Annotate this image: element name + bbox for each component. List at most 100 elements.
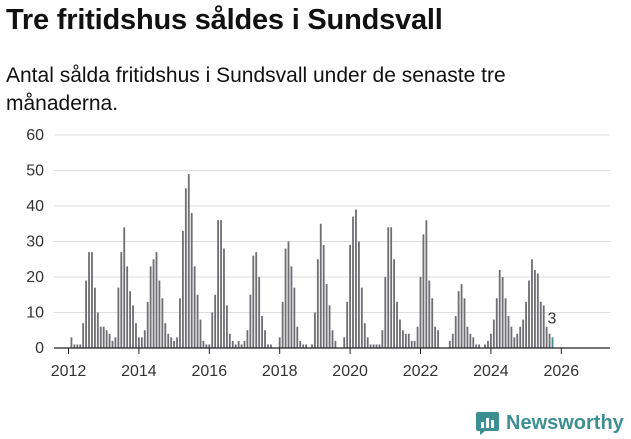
- bar: [519, 326, 522, 348]
- bar: [311, 344, 313, 348]
- bar: [428, 280, 431, 348]
- bar: [102, 326, 105, 348]
- bar: [205, 344, 208, 348]
- bar: [501, 277, 504, 348]
- bar: [328, 305, 331, 348]
- bar: [269, 344, 272, 348]
- bar: [387, 227, 390, 348]
- bar: [363, 323, 366, 348]
- bar: [366, 337, 369, 348]
- bar: [334, 340, 337, 348]
- bar: [234, 344, 237, 348]
- bar: [463, 298, 466, 348]
- bar: [410, 340, 413, 348]
- bar: [296, 326, 299, 348]
- bar: [167, 333, 170, 348]
- bar: [457, 291, 460, 348]
- bar: [202, 340, 205, 348]
- bar: [487, 340, 489, 348]
- bar: [495, 298, 498, 348]
- x-tick-label: 2018: [262, 363, 298, 380]
- bar: [225, 305, 228, 348]
- bar: [484, 344, 486, 348]
- bar: [422, 234, 425, 348]
- bar: [129, 291, 132, 348]
- bar: [378, 344, 381, 348]
- bar: [120, 252, 123, 348]
- y-tick-label: 60: [26, 127, 44, 144]
- bar: [475, 344, 478, 348]
- bar: [431, 298, 434, 348]
- bar: [135, 323, 137, 348]
- bar: [255, 252, 258, 348]
- bar: [331, 330, 334, 348]
- bar: [190, 213, 193, 348]
- bar: [466, 326, 469, 348]
- bar: [399, 319, 401, 348]
- bar: [401, 330, 404, 348]
- bar: [372, 344, 375, 348]
- x-tick-label: 2016: [192, 363, 228, 380]
- bar: [240, 344, 243, 348]
- bar: [96, 312, 99, 348]
- bar: [478, 344, 481, 348]
- bar: [545, 326, 548, 348]
- bar: [498, 269, 501, 348]
- bar: [217, 220, 220, 348]
- bar: [85, 280, 88, 348]
- brand-logo[interactable]: Newsworthy: [476, 409, 624, 437]
- bar: [99, 326, 102, 348]
- bar: [132, 305, 134, 348]
- bar: [407, 333, 410, 348]
- data-label: 3: [548, 310, 557, 327]
- chart-title: Tre fritidshus såldes i Sundsvall: [6, 4, 443, 36]
- y-tick-label: 40: [26, 198, 44, 215]
- bar: [164, 323, 167, 348]
- x-tick-label: 2024: [473, 363, 509, 380]
- bar: [316, 259, 319, 348]
- bar: [88, 252, 90, 348]
- bar: [542, 305, 545, 348]
- bar: [319, 223, 322, 348]
- bar: [152, 259, 155, 348]
- bar: [137, 337, 140, 348]
- x-tick-label: 2022: [403, 363, 439, 380]
- bar: [404, 333, 407, 348]
- bar: [507, 316, 510, 348]
- bar: [322, 245, 325, 348]
- bar: [451, 333, 454, 348]
- bar: [158, 280, 161, 348]
- y-tick-label: 30: [26, 234, 44, 251]
- bar: [184, 188, 187, 348]
- bar: [211, 312, 214, 348]
- bar: [199, 319, 202, 348]
- bar: [170, 337, 173, 348]
- bar: [149, 266, 152, 348]
- bar: [522, 319, 525, 348]
- bar: [548, 333, 551, 348]
- bar: [416, 326, 419, 348]
- bar: [146, 301, 149, 348]
- bar: [155, 252, 158, 348]
- bar: [284, 248, 287, 348]
- bar: [384, 277, 387, 348]
- bar: [179, 298, 181, 348]
- bar: [460, 284, 463, 348]
- bar: [360, 287, 363, 348]
- bar: [91, 252, 93, 348]
- bar: [525, 301, 528, 348]
- bar: [531, 259, 533, 348]
- bar: [346, 301, 349, 348]
- bar: [536, 273, 539, 348]
- bar: [504, 298, 507, 348]
- bar: [193, 266, 196, 348]
- bar: [196, 294, 199, 348]
- bar: [223, 248, 225, 348]
- bar: [516, 333, 519, 348]
- bar: [208, 344, 211, 348]
- bar: [105, 330, 108, 348]
- bar: [73, 344, 76, 348]
- bar: [143, 330, 146, 348]
- bar: [419, 277, 422, 348]
- bar: [369, 344, 372, 348]
